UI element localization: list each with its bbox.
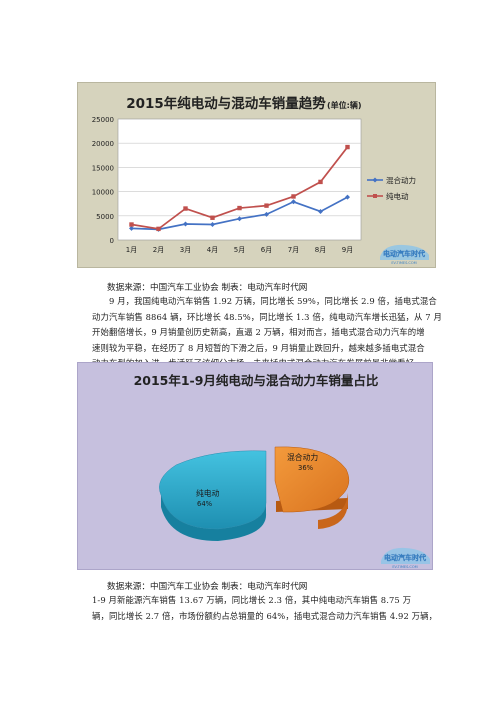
- paragraph-2: 1-9 月新能源汽车销售 13.67 万辆，同比增长 2.3 倍，其中纯电动汽车…: [92, 593, 438, 624]
- site-logo: 电动汽车时代 EV-TIMES.COM: [381, 547, 430, 569]
- y-tick-label: 10000: [92, 189, 114, 197]
- x-tick-label: 6月: [261, 246, 272, 254]
- source-note-2: 数据来源：中国汽车工业协会 制表：电动汽车时代网: [107, 582, 308, 592]
- x-tick-label: 3月: [180, 246, 191, 254]
- y-tick-label: 25000: [92, 116, 114, 124]
- sales-trend-chart: 2015年纯电动与混动车销量趋势 (单位:辆) 0 5000 10000 15000 2…: [77, 82, 436, 268]
- y-tick-label: 0: [110, 237, 114, 245]
- plot-area: [117, 118, 362, 241]
- pie-slice-hybrid-side: [318, 493, 348, 529]
- logo-subtext: EV-TIMES.COM: [391, 261, 416, 265]
- point-hybrid: [345, 194, 350, 200]
- gridlines: [118, 142, 361, 217]
- pie-slice-hybrid: [274, 446, 350, 513]
- legend-hybrid-marker: [372, 177, 378, 183]
- point-hybrid: [183, 221, 188, 227]
- x-tick-label: 8月: [315, 246, 326, 254]
- pie-label-hybrid: 混合动力: [287, 452, 318, 462]
- share-pie-chart: 2015年1-9月纯电动与混合动力车销量占比 纯电动 64% 混合动力 36% …: [77, 362, 433, 570]
- y-tick-label: 5000: [96, 213, 114, 221]
- pie-pct-hybrid: 36%: [298, 464, 314, 472]
- y-axis-ticks: 0 5000 10000 15000 20000 25000: [92, 116, 114, 245]
- paragraph-1: 9 月，我国纯电动汽车销售 1.92 万辆，同比增长 59%，同比增长 2.9 …: [92, 294, 442, 372]
- point-ev: [210, 215, 215, 220]
- site-logo: 电动汽车时代 EV-TIMES.COM: [380, 244, 429, 265]
- point-hybrid: [237, 216, 242, 222]
- logo-car-icon: [381, 547, 430, 564]
- legend-ev-marker: [373, 194, 377, 198]
- logo-car-icon: [380, 244, 429, 260]
- point-ev: [237, 205, 242, 211]
- pie-slice-ev: [159, 450, 267, 530]
- pie-title: 2015年1-9月纯电动与混合动力车销量占比: [134, 373, 379, 388]
- point-hybrid: [210, 222, 215, 228]
- pie-slice-ev-side: [161, 495, 267, 541]
- point-ev: [183, 206, 188, 211]
- pie-pct-ev: 64%: [197, 500, 213, 508]
- paragraph-1-line: 速则较为平稳，在经历了 8 月短暂的下滑之后，9 月销量止跌回升，越来越多插电式…: [92, 342, 425, 353]
- y-tick-label: 15000: [92, 164, 114, 172]
- sales-trend-svg: 2015年纯电动与混动车销量趋势 (单位:辆) 0 5000 10000 15000 2…: [92, 95, 429, 265]
- logo-text: 电动汽车时代: [384, 553, 426, 562]
- paragraph-1-line: 9 月，我国纯电动汽车销售 1.92 万辆，同比增长 59%，同比增长 2.9 …: [109, 296, 437, 306]
- point-ev: [318, 179, 323, 185]
- logo-text: 电动汽车时代: [383, 249, 425, 258]
- point-ev: [156, 226, 161, 232]
- point-hybrid: [129, 225, 134, 231]
- point-ev: [129, 222, 134, 227]
- point-hybrid: [318, 208, 323, 214]
- x-tick-label: 5月: [234, 246, 245, 254]
- share-pie-svg: 2015年1-9月纯电动与混合动力车销量占比 纯电动 64% 混合动力 36% …: [134, 373, 430, 569]
- legend: 混合动力 纯电动: [367, 175, 416, 201]
- point-ev: [345, 144, 350, 150]
- chart-title-unit: (单位:辆): [327, 100, 362, 110]
- legend-hybrid-label: 混合动力: [386, 175, 416, 185]
- source-note-1: 数据来源：中国汽车工业协会 制表：电动汽车时代网: [107, 283, 308, 293]
- series-group: [129, 144, 350, 232]
- paragraph-2-line: 辆，同比增长 2.7 倍，市场份额约占总销量的 64%，插电式混合动力汽车销售 …: [92, 610, 438, 621]
- x-tick-label: 9月: [342, 246, 353, 254]
- logo-subtext: EV-TIMES.COM: [392, 565, 417, 569]
- point-hybrid: [264, 211, 269, 217]
- x-axis-ticks: 1月 2月 3月 4月 5月 6月 7月 8月 9月: [126, 246, 353, 254]
- legend-ev-label: 纯电动: [386, 191, 409, 201]
- point-ev: [264, 203, 269, 208]
- x-tick-label: 7月: [288, 246, 299, 254]
- paragraph-1-line: 开始翻倍增长，9 月销量创历史新高，直逼 2 万辆，相对而言，插电式混合动力汽车…: [92, 327, 425, 337]
- x-tick-label: 1月: [126, 246, 137, 254]
- paragraph-2-line: 1-9 月新能源汽车销售 13.67 万辆，同比增长 2.3 倍，其中纯电动汽车…: [92, 595, 412, 605]
- chart-title: 2015年纯电动与混动车销量趋势: [126, 95, 326, 112]
- x-tick-label: 4月: [207, 246, 218, 254]
- y-tick-label: 20000: [92, 140, 114, 148]
- point-hybrid: [291, 199, 296, 205]
- paragraph-1-line: 动力汽车销售 8864 辆，环比增长 48.5%，同比增长 1.3 倍，纯电动汽…: [92, 311, 442, 322]
- x-tick-label: 2月: [153, 246, 164, 254]
- point-ev: [291, 194, 296, 199]
- pie-label-ev: 纯电动: [196, 488, 220, 498]
